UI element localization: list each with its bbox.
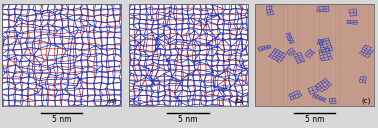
Text: (b): (b) bbox=[234, 98, 244, 104]
Text: (c): (c) bbox=[361, 98, 370, 104]
Text: 5 nm: 5 nm bbox=[305, 115, 324, 124]
Text: 5 nm: 5 nm bbox=[52, 115, 71, 124]
Text: (a): (a) bbox=[108, 98, 118, 104]
Text: 5 nm: 5 nm bbox=[178, 115, 198, 124]
